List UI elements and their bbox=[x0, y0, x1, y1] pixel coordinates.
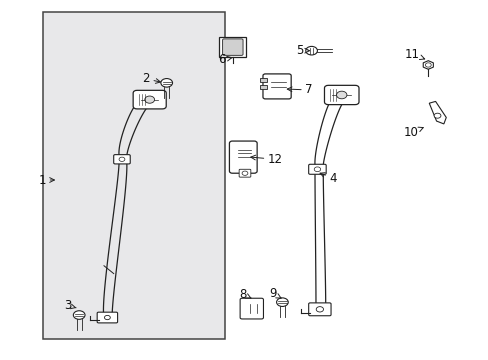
Text: 8: 8 bbox=[239, 288, 251, 301]
FancyBboxPatch shape bbox=[240, 298, 263, 319]
FancyBboxPatch shape bbox=[222, 39, 243, 55]
Text: 11: 11 bbox=[404, 48, 424, 61]
FancyBboxPatch shape bbox=[133, 90, 166, 109]
FancyBboxPatch shape bbox=[97, 312, 117, 323]
Polygon shape bbox=[423, 61, 432, 69]
FancyBboxPatch shape bbox=[229, 141, 257, 173]
Text: 7: 7 bbox=[286, 84, 312, 96]
Circle shape bbox=[425, 63, 430, 67]
FancyBboxPatch shape bbox=[114, 155, 130, 164]
Text: 1: 1 bbox=[39, 174, 54, 186]
Circle shape bbox=[104, 315, 110, 320]
Bar bbox=[259, 78, 266, 82]
Text: 2: 2 bbox=[142, 72, 160, 85]
Circle shape bbox=[73, 311, 85, 319]
Circle shape bbox=[161, 78, 172, 87]
Circle shape bbox=[316, 307, 323, 312]
Circle shape bbox=[276, 298, 287, 306]
Bar bbox=[42, 12, 224, 339]
FancyBboxPatch shape bbox=[324, 85, 358, 105]
Text: 12: 12 bbox=[250, 153, 282, 166]
Circle shape bbox=[242, 171, 247, 175]
FancyBboxPatch shape bbox=[263, 74, 290, 99]
Text: 10: 10 bbox=[403, 126, 423, 139]
Text: 6: 6 bbox=[218, 53, 231, 66]
Text: 9: 9 bbox=[268, 287, 281, 300]
Text: 3: 3 bbox=[64, 299, 76, 312]
FancyBboxPatch shape bbox=[308, 303, 330, 316]
Text: 5: 5 bbox=[296, 44, 309, 57]
FancyBboxPatch shape bbox=[239, 169, 250, 177]
Circle shape bbox=[433, 113, 440, 118]
Bar bbox=[219, 37, 246, 57]
Circle shape bbox=[314, 167, 320, 172]
Text: 4: 4 bbox=[320, 172, 336, 185]
Circle shape bbox=[336, 91, 346, 99]
Circle shape bbox=[119, 157, 124, 161]
Circle shape bbox=[305, 46, 317, 55]
Bar bbox=[259, 85, 266, 89]
Circle shape bbox=[144, 96, 154, 103]
FancyBboxPatch shape bbox=[308, 164, 325, 174]
Polygon shape bbox=[428, 102, 446, 124]
